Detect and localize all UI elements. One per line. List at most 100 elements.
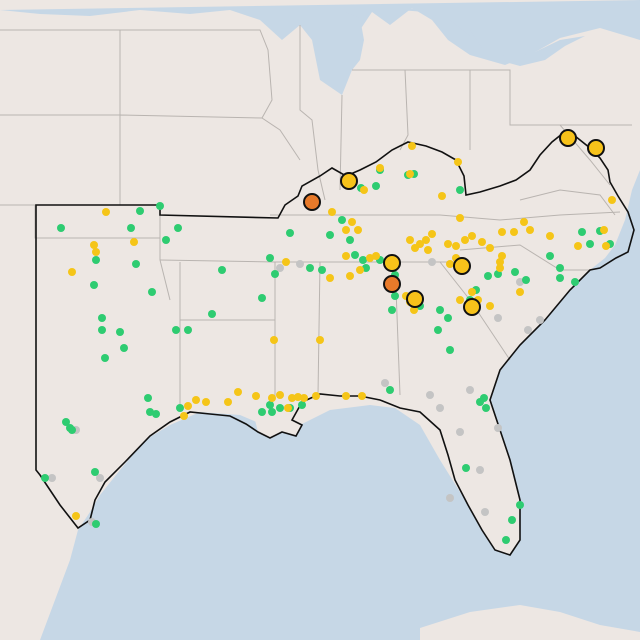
- yellow-marker[interactable]: [376, 164, 384, 172]
- green-marker[interactable]: [446, 346, 454, 354]
- yellow-marker[interactable]: [408, 142, 416, 150]
- green-marker[interactable]: [266, 401, 274, 409]
- gray-marker[interactable]: [536, 316, 544, 324]
- yellow-marker[interactable]: [354, 226, 362, 234]
- yellow-marker[interactable]: [526, 226, 534, 234]
- yellow-marker[interactable]: [456, 296, 464, 304]
- yellow-marker[interactable]: [92, 248, 100, 256]
- yellow-marker[interactable]: [486, 244, 494, 252]
- green-marker[interactable]: [546, 252, 554, 260]
- green-marker[interactable]: [57, 224, 65, 232]
- gray-marker[interactable]: [481, 508, 489, 516]
- yellow-marker[interactable]: [372, 252, 380, 260]
- yellow-marker[interactable]: [192, 396, 200, 404]
- green-marker[interactable]: [276, 404, 284, 412]
- green-marker[interactable]: [148, 288, 156, 296]
- yellow-marker[interactable]: [546, 232, 554, 240]
- gray-marker[interactable]: [48, 474, 56, 482]
- yellow-marker[interactable]: [348, 218, 356, 226]
- green-marker[interactable]: [98, 314, 106, 322]
- large-yellow-marker[interactable]: [559, 129, 577, 147]
- yellow-marker[interactable]: [328, 208, 336, 216]
- green-marker[interactable]: [218, 266, 226, 274]
- green-marker[interactable]: [132, 260, 140, 268]
- gray-marker[interactable]: [426, 391, 434, 399]
- yellow-marker[interactable]: [312, 392, 320, 400]
- large-orange-marker[interactable]: [303, 193, 321, 211]
- yellow-marker[interactable]: [72, 512, 80, 520]
- yellow-marker[interactable]: [316, 336, 324, 344]
- yellow-marker[interactable]: [224, 398, 232, 406]
- green-marker[interactable]: [434, 326, 442, 334]
- green-marker[interactable]: [152, 410, 160, 418]
- yellow-marker[interactable]: [574, 242, 582, 250]
- yellow-marker[interactable]: [602, 242, 610, 250]
- green-marker[interactable]: [127, 224, 135, 232]
- green-marker[interactable]: [556, 264, 564, 272]
- yellow-marker[interactable]: [406, 170, 414, 178]
- yellow-marker[interactable]: [342, 392, 350, 400]
- yellow-marker[interactable]: [446, 260, 454, 268]
- gray-marker[interactable]: [494, 424, 502, 432]
- yellow-marker[interactable]: [478, 238, 486, 246]
- gray-marker[interactable]: [466, 386, 474, 394]
- green-marker[interactable]: [502, 536, 510, 544]
- yellow-marker[interactable]: [356, 266, 364, 274]
- large-yellow-marker[interactable]: [340, 172, 358, 190]
- yellow-marker[interactable]: [496, 258, 504, 266]
- green-marker[interactable]: [462, 464, 470, 472]
- green-marker[interactable]: [92, 256, 100, 264]
- green-marker[interactable]: [266, 254, 274, 262]
- yellow-marker[interactable]: [288, 394, 296, 402]
- green-marker[interactable]: [522, 276, 530, 284]
- green-marker[interactable]: [120, 344, 128, 352]
- green-marker[interactable]: [476, 398, 484, 406]
- gray-marker[interactable]: [96, 474, 104, 482]
- green-marker[interactable]: [286, 229, 294, 237]
- yellow-marker[interactable]: [468, 232, 476, 240]
- yellow-marker[interactable]: [184, 402, 192, 410]
- green-marker[interactable]: [90, 281, 98, 289]
- green-marker[interactable]: [101, 354, 109, 362]
- yellow-marker[interactable]: [424, 246, 432, 254]
- green-marker[interactable]: [298, 401, 306, 409]
- green-marker[interactable]: [318, 266, 326, 274]
- green-marker[interactable]: [586, 240, 594, 248]
- green-marker[interactable]: [172, 326, 180, 334]
- green-marker[interactable]: [386, 386, 394, 394]
- yellow-marker[interactable]: [498, 228, 506, 236]
- yellow-marker[interactable]: [294, 393, 302, 401]
- green-marker[interactable]: [116, 328, 124, 336]
- green-marker[interactable]: [41, 474, 49, 482]
- yellow-marker[interactable]: [358, 392, 366, 400]
- gray-marker[interactable]: [456, 428, 464, 436]
- yellow-marker[interactable]: [422, 236, 430, 244]
- yellow-marker[interactable]: [342, 226, 350, 234]
- yellow-marker[interactable]: [102, 208, 110, 216]
- green-marker[interactable]: [351, 251, 359, 259]
- gray-marker[interactable]: [446, 494, 454, 502]
- green-marker[interactable]: [162, 236, 170, 244]
- yellow-marker[interactable]: [252, 392, 260, 400]
- large-orange-marker[interactable]: [383, 275, 401, 293]
- green-marker[interactable]: [144, 394, 152, 402]
- green-marker[interactable]: [92, 520, 100, 528]
- green-marker[interactable]: [68, 426, 76, 434]
- green-marker[interactable]: [484, 272, 492, 280]
- yellow-marker[interactable]: [270, 336, 278, 344]
- green-marker[interactable]: [271, 270, 279, 278]
- green-marker[interactable]: [346, 236, 354, 244]
- green-marker[interactable]: [306, 264, 314, 272]
- yellow-marker[interactable]: [130, 238, 138, 246]
- green-marker[interactable]: [136, 207, 144, 215]
- large-yellow-marker[interactable]: [383, 254, 401, 272]
- green-marker[interactable]: [98, 326, 106, 334]
- yellow-marker[interactable]: [520, 218, 528, 226]
- green-marker[interactable]: [338, 216, 346, 224]
- green-marker[interactable]: [571, 278, 579, 286]
- yellow-marker[interactable]: [276, 391, 284, 399]
- green-marker[interactable]: [268, 408, 276, 416]
- yellow-marker[interactable]: [454, 158, 462, 166]
- yellow-marker[interactable]: [284, 404, 292, 412]
- green-marker[interactable]: [444, 314, 452, 322]
